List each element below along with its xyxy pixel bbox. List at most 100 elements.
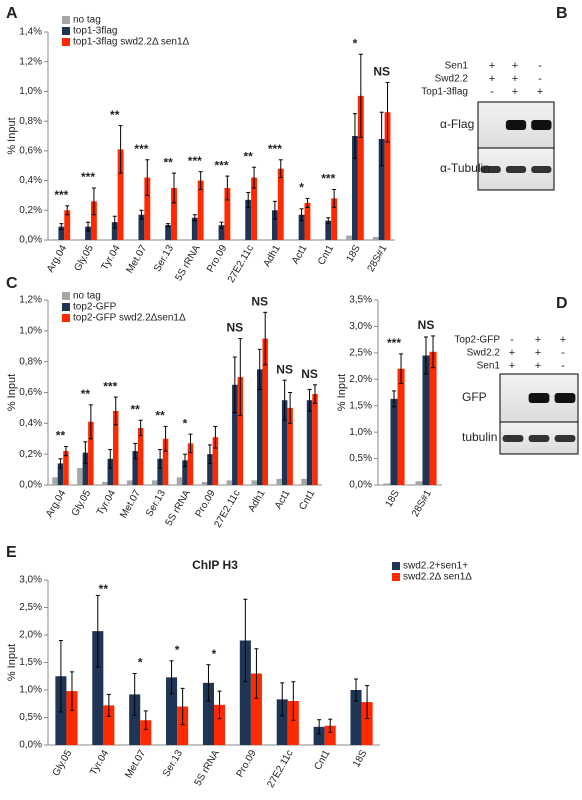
bar [237, 377, 244, 485]
legend-label: no tag [73, 15, 101, 26]
y-tick-label: 2,5% [19, 602, 42, 613]
x-tick-label: 28S#1 [366, 243, 390, 274]
x-tick-label: Tyr.04 [99, 243, 122, 272]
bar [64, 210, 71, 240]
y-tick-label: 3,0% [19, 575, 42, 586]
bar [212, 437, 219, 485]
bar [182, 460, 188, 485]
bar [306, 400, 313, 485]
x-tick-label: 18S [344, 243, 363, 264]
y-tick-label: 0,8% [19, 356, 42, 367]
significance: *** [268, 142, 282, 156]
sign: + [509, 360, 515, 372]
legend-swatch [62, 314, 70, 322]
error-bar [317, 719, 322, 735]
significance: *** [214, 158, 228, 172]
x-tick-label: Act1 [290, 243, 310, 266]
bar [90, 201, 97, 240]
bar [266, 239, 272, 240]
error-bar [206, 664, 211, 702]
bar [429, 351, 437, 485]
bar [214, 704, 226, 745]
x-tick-label: Adh1 [262, 243, 283, 269]
error-bar [282, 379, 287, 421]
error-bar [180, 687, 185, 726]
bar [287, 701, 299, 745]
error-bar [188, 433, 193, 454]
band [502, 435, 524, 442]
error-bar [65, 205, 70, 216]
bar [165, 225, 172, 240]
error-bar [305, 197, 310, 208]
y-tick-label: 0,6% [19, 145, 42, 156]
bar [372, 237, 379, 240]
bar [151, 480, 158, 485]
x-tick-label: Adh1 [246, 488, 267, 514]
bar [361, 702, 373, 745]
sign: - [490, 86, 494, 98]
bar [239, 239, 246, 240]
error-bar [263, 311, 268, 366]
y-tick-label: 0,2% [19, 205, 42, 216]
bar [251, 177, 258, 240]
error-bar [431, 335, 436, 369]
y-tick-label: 0,4% [19, 175, 42, 186]
bar [171, 188, 177, 240]
band [505, 166, 527, 173]
bar [232, 384, 238, 485]
significance: ** [244, 149, 254, 163]
significance: ** [99, 582, 109, 596]
bar [58, 226, 65, 240]
significance: *** [103, 379, 117, 393]
sign: + [537, 86, 543, 98]
bar [292, 239, 299, 240]
error-bar [217, 690, 222, 720]
legend-swatch [392, 562, 400, 570]
significance: ** [131, 402, 141, 416]
sign: + [535, 360, 541, 372]
error-bar [392, 390, 396, 408]
error-bar [252, 166, 257, 189]
error-bar [352, 113, 357, 159]
error-bar [246, 191, 251, 208]
bar [85, 226, 91, 240]
y-tick-label: 1,0% [349, 427, 372, 438]
sign: - [561, 360, 565, 372]
error-bar [385, 82, 390, 143]
bar [324, 725, 336, 745]
error-bar [328, 718, 333, 733]
x-tick-label: Pro.09 [205, 243, 229, 274]
probe-label: α-Flag [440, 117, 474, 131]
bar [57, 463, 64, 485]
y-axis-label: % Input [6, 117, 18, 154]
x-tick-label: Arg.04 [44, 488, 68, 519]
significance: * [183, 416, 188, 430]
error-bar [138, 419, 143, 437]
chart-title: ChIP H3 [192, 558, 238, 572]
bar [113, 411, 119, 485]
significance: ** [110, 108, 120, 122]
bar [390, 398, 398, 485]
panel-letter: A [6, 5, 18, 22]
bar [144, 177, 151, 240]
error-bar [95, 594, 100, 668]
error-bar [219, 221, 224, 229]
sign: - [538, 60, 542, 72]
error-bar [91, 187, 96, 216]
row-label: Sen1 [445, 61, 469, 72]
panel-letter: D [556, 295, 568, 312]
x-tick-label: 5S rRNA [173, 243, 202, 283]
error-bar [106, 693, 111, 717]
x-tick-label: Pro.09 [235, 748, 259, 779]
bar [251, 480, 257, 485]
y-tick-label: 1,0% [19, 86, 42, 97]
error-bar [145, 159, 150, 196]
legend-swatch [62, 38, 70, 46]
error-bar [158, 449, 163, 469]
bar [132, 451, 138, 485]
error-bar [272, 200, 277, 220]
band [505, 120, 527, 130]
bar [301, 478, 307, 485]
x-tick-label: Gly.05 [51, 748, 75, 778]
significance: *** [188, 154, 202, 168]
